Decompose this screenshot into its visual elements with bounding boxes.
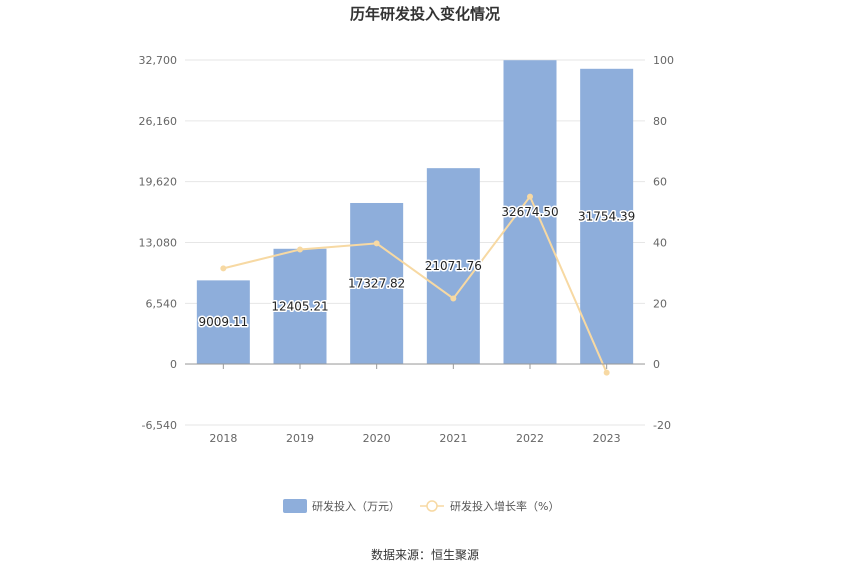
legend-label-bar: 研发投入（万元）: [312, 499, 400, 513]
y-right-tick-label: 40: [653, 237, 667, 250]
legend-swatch-marker: [426, 500, 438, 512]
y-left-tick-label: 32,700: [139, 54, 178, 67]
y-right-tick-label: 0: [653, 358, 660, 371]
bar-data-label: 32674.50: [501, 205, 558, 219]
legend-label-line: 研发投入增长率（%）: [450, 499, 559, 513]
y-left-tick-label: 13,080: [139, 237, 178, 250]
chart-title: 历年研发投入变化情况: [350, 5, 500, 23]
bar-data-label: 31754.39: [578, 209, 635, 223]
legend: 研发投入（万元） 研发投入增长率（%）: [283, 499, 559, 513]
bar-series: [196, 60, 634, 365]
growth-point: [450, 295, 457, 302]
growth-line: [223, 194, 608, 374]
y-right-tick-label: 20: [653, 297, 667, 310]
growth-point: [220, 265, 227, 272]
line-series: [220, 193, 610, 376]
growth-point: [373, 240, 380, 247]
source-text: 数据来源：恒生聚源: [371, 547, 479, 562]
bar: [426, 168, 480, 364]
bar-data-label: 21071.76: [425, 259, 482, 273]
y-left-tick-label: 6,540: [146, 297, 178, 310]
bar: [273, 248, 327, 364]
x-tick-label: 2018: [209, 432, 237, 445]
legend-swatch-bar: [283, 499, 307, 513]
bar-data-label: 12405.21: [271, 299, 328, 313]
bar: [580, 68, 634, 365]
growth-point: [527, 193, 533, 200]
x-tick-label: 2023: [593, 432, 621, 445]
bar: [503, 60, 557, 365]
bar: [196, 280, 250, 364]
growth-point: [603, 369, 610, 376]
x-tick-label: 2019: [286, 432, 314, 445]
grid-lines: [185, 59, 645, 426]
y-right-tick-label: 80: [653, 115, 667, 128]
y-left-tick-label: 0: [170, 358, 177, 371]
x-axis: 2018 2019 2020 2021 2022 2023: [185, 363, 645, 445]
y-right-tick-label: -20: [653, 419, 671, 432]
y-left-tick-label: 26,160: [139, 115, 178, 128]
y-axis-left: 32,700 26,160 19,620 13,080 6,540 0 -6,540: [139, 54, 178, 432]
y-left-tick-label: 19,620: [139, 176, 178, 189]
y-right-tick-label: 60: [653, 176, 667, 189]
bar-data-label: 17327.82: [348, 276, 405, 290]
x-tick-label: 2021: [439, 432, 467, 445]
x-tick-label: 2020: [363, 432, 391, 445]
bar-data-labels: 9009.11 12405.21 17327.82 21071.76 32674.50 3…: [197, 204, 637, 331]
growth-point: [297, 246, 303, 253]
x-tick-label: 2022: [516, 432, 544, 445]
y-left-tick-label: -6,540: [142, 419, 177, 432]
y-axis-right: 100 80 60 40 20 0 -20: [653, 54, 674, 432]
y-right-tick-label: 100: [653, 54, 674, 67]
bar: [350, 202, 404, 364]
bar-data-label: 9009.11: [199, 315, 249, 329]
